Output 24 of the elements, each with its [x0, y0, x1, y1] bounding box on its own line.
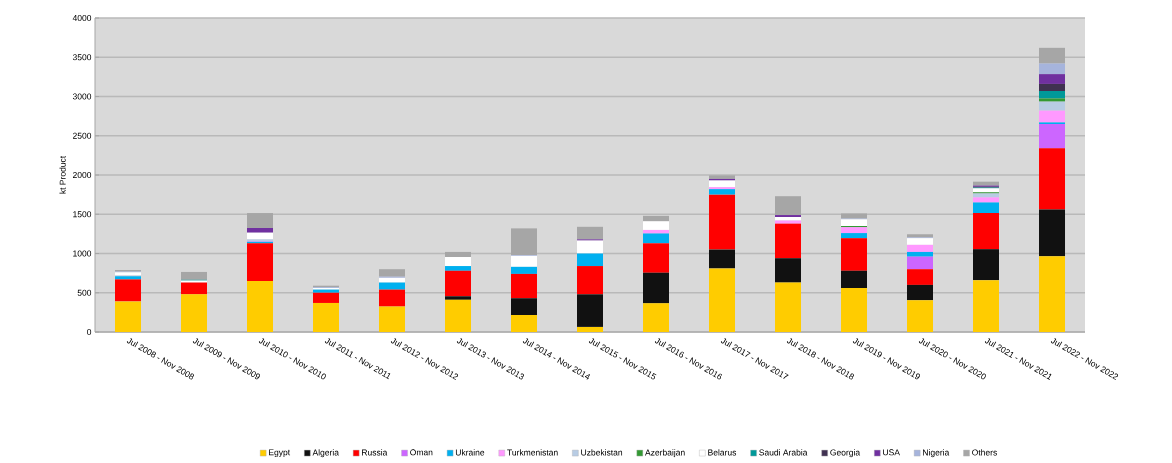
legend-label: Others	[972, 449, 997, 456]
y-tick-label: 1500	[73, 211, 92, 218]
y-tick-label: 3000	[72, 93, 92, 100]
y-tick-label: 2000	[72, 172, 92, 178]
y-tick-label: 500	[77, 289, 92, 296]
legend-label: Algeria	[312, 449, 339, 458]
y-tick-label: 4000	[72, 15, 92, 21]
y-tick-label: 0	[87, 329, 92, 335]
y-axis-title: kt Product	[59, 155, 66, 194]
legend-label: USA	[883, 449, 900, 456]
legend-label: Belarus	[708, 449, 737, 456]
legend-label: Oman	[410, 449, 433, 456]
legend-label: Azerbaijan	[645, 449, 685, 458]
legend-label: Russia	[362, 449, 388, 456]
y-tick-label: 3500	[72, 54, 92, 61]
legend-label: Egypt	[269, 449, 291, 457]
legend-label: Ukraine	[455, 449, 485, 456]
legend-label: Turkmenistan	[507, 449, 558, 456]
legend-label: Uzbekistan	[581, 449, 623, 456]
y-tick-label: 2500	[72, 132, 92, 139]
y-tick-label: 1000	[73, 250, 92, 257]
legend-label: Nigeria	[923, 449, 950, 458]
legend-label: Georgia	[830, 449, 861, 458]
legend-label: Saudi Arabia	[759, 449, 808, 456]
